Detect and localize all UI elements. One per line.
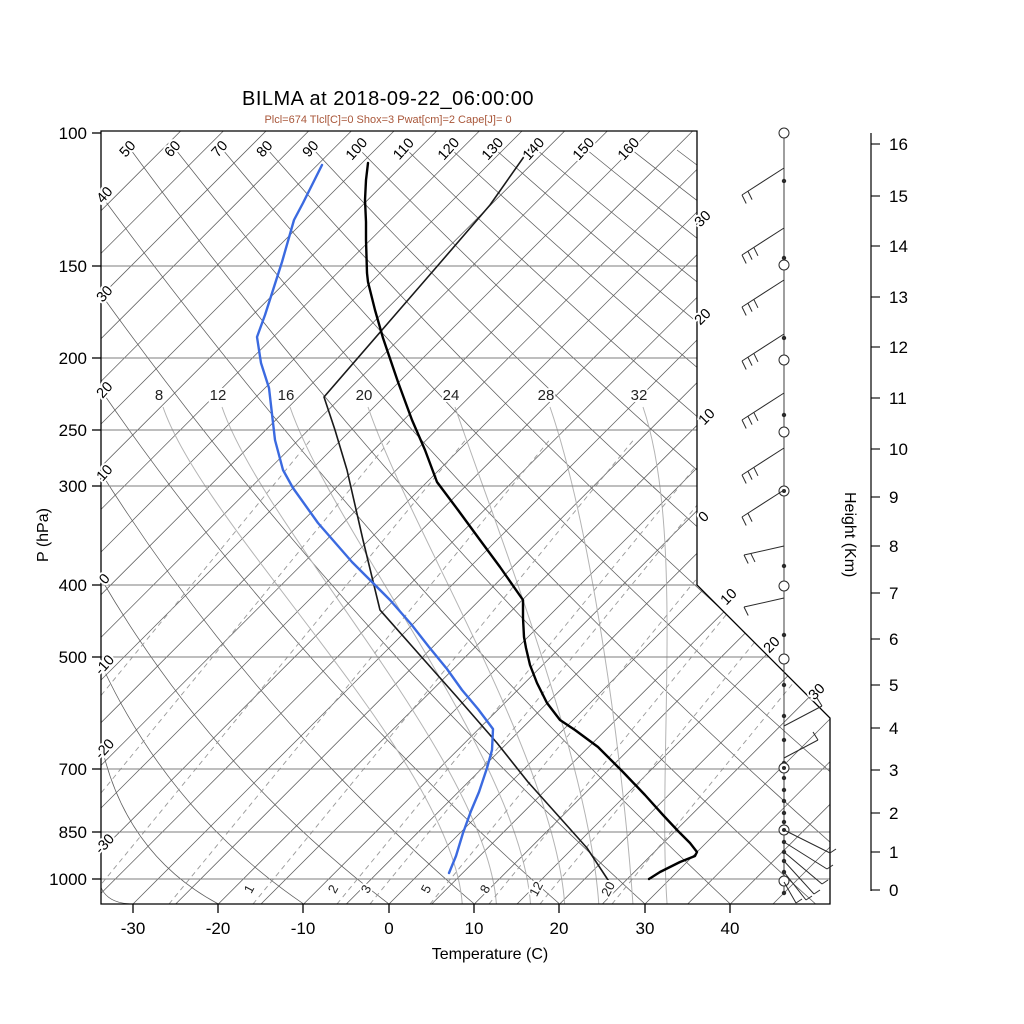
svg-text:12: 12 [889,338,908,357]
svg-text:700: 700 [59,760,87,779]
svg-text:-30: -30 [121,919,146,938]
svg-text:1: 1 [889,843,898,862]
svg-text:160: 160 [615,135,643,164]
svg-text:-10: -10 [291,919,316,938]
svg-text:150: 150 [570,135,598,164]
svg-text:150: 150 [59,257,87,276]
svg-text:0: 0 [384,919,393,938]
chart-indices-subtitle: Plcl=674 Tlcl[C]=0 Shox=3 Pwat[cm]=2 Cap… [264,114,512,126]
svg-text:90: 90 [300,138,323,161]
svg-text:850: 850 [59,823,87,842]
svg-text:40: 40 [94,184,117,207]
wind-barb-column [741,127,837,904]
svg-text:2: 2 [889,804,898,823]
svg-text:20: 20 [692,306,715,329]
svg-text:14: 14 [889,237,908,256]
svg-text:4: 4 [889,719,898,738]
page-title: BILMA at 2018-09-22_06:00:00 [242,88,534,110]
svg-text:30: 30 [94,283,117,306]
svg-text:400: 400 [59,576,87,595]
svg-text:20: 20 [598,879,618,899]
svg-text:-30: -30 [92,831,118,857]
svg-text:8: 8 [889,537,898,556]
svg-text:100: 100 [59,124,87,143]
pressure-axis-title: P (hPa) [35,508,52,562]
svg-text:10: 10 [718,586,741,609]
svg-text:24: 24 [443,387,460,404]
svg-text:1000: 1000 [49,870,87,889]
svg-text:12: 12 [210,387,227,404]
svg-text:16: 16 [278,387,295,404]
svg-text:9: 9 [889,488,898,507]
temperature-axis: -30 -20 -10 0 10 20 30 40 [121,904,740,938]
pressure-grid-lines [101,265,830,880]
svg-text:20: 20 [356,387,373,404]
moist-adiabat-labels: 8 12 16 20 24 28 32 [153,385,650,406]
svg-text:20: 20 [94,379,117,402]
svg-text:6: 6 [889,630,898,649]
svg-text:30: 30 [636,919,655,938]
svg-text:10: 10 [94,462,117,485]
svg-text:3: 3 [889,761,898,780]
svg-text:-20: -20 [206,919,231,938]
svg-text:0: 0 [696,509,713,526]
svg-text:80: 80 [254,138,277,161]
dewpoint-curve [255,163,495,875]
svg-text:70: 70 [209,138,232,161]
svg-text:60: 60 [162,138,185,161]
svg-text:12: 12 [526,879,546,899]
svg-text:5: 5 [889,676,898,695]
mixing-ratio-labels: 1 2 3 5 8 12 20 [239,877,620,901]
svg-text:10: 10 [696,406,719,429]
svg-text:10: 10 [889,440,908,459]
svg-text:2: 2 [325,882,342,895]
svg-text:-10: -10 [92,652,118,678]
height-axis-title: Height (Km) [841,492,858,578]
svg-text:32: 32 [631,387,648,404]
svg-text:5: 5 [418,882,435,895]
svg-text:20: 20 [550,919,569,938]
svg-text:30: 30 [692,208,715,231]
temperature-axis-title: Temperature (C) [431,946,549,963]
svg-text:40: 40 [721,919,740,938]
svg-text:30: 30 [806,681,829,704]
svg-text:200: 200 [59,349,87,368]
svg-text:300: 300 [59,477,87,496]
svg-text:100: 100 [343,135,371,164]
svg-text:16: 16 [889,135,908,154]
svg-text:15: 15 [889,187,908,206]
svg-text:110: 110 [390,135,417,163]
svg-text:28: 28 [538,387,555,404]
svg-text:120: 120 [435,135,463,164]
svg-text:11: 11 [889,389,907,408]
sounding-curves [255,140,699,884]
svg-text:7: 7 [889,584,898,603]
mixing-ratio-lines [101,439,830,904]
svg-text:130: 130 [479,135,507,164]
temperature-curve [363,161,699,881]
svg-text:500: 500 [59,648,87,667]
dry-adiabat-lines [101,149,830,904]
svg-text:8: 8 [155,387,163,404]
svg-text:13: 13 [889,288,908,307]
svg-text:-20: -20 [92,736,118,762]
pressure-axis: 100 150 200 250 300 400 500 700 850 1000 [49,124,101,889]
plot-frame [100,130,831,905]
svg-text:140: 140 [520,135,548,164]
svg-text:250: 250 [59,421,87,440]
svg-text:10: 10 [465,919,484,938]
svg-text:1: 1 [241,882,258,895]
svg-text:8: 8 [477,882,494,895]
parcel-curve [323,140,611,884]
svg-text:0: 0 [889,881,898,900]
